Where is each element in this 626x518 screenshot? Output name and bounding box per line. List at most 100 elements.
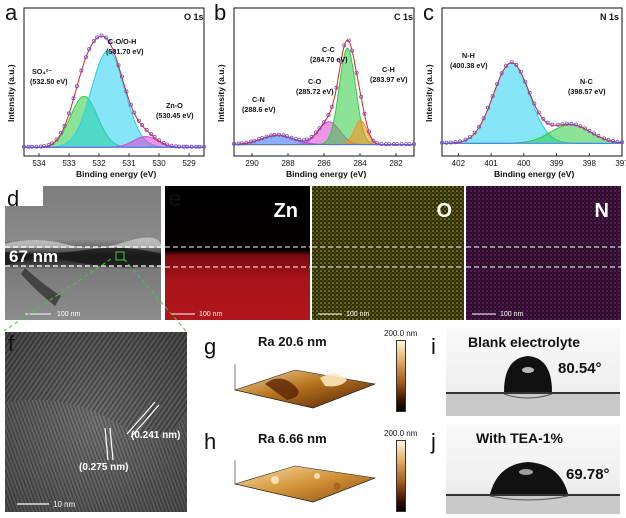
scale-bar-label: 100 nm bbox=[346, 311, 370, 318]
component-fill bbox=[24, 96, 204, 148]
data-point bbox=[136, 118, 141, 123]
data-point bbox=[252, 138, 257, 143]
data-point bbox=[481, 116, 486, 121]
data-point bbox=[366, 129, 371, 134]
component-fill bbox=[234, 135, 414, 145]
panel-label-f: f bbox=[8, 331, 15, 356]
data-point bbox=[231, 141, 236, 146]
panel-label-a: a bbox=[5, 0, 18, 25]
data-point bbox=[67, 111, 72, 116]
roughness-label: Ra 20.6 nm bbox=[258, 334, 327, 349]
annotation-label: C-O bbox=[308, 77, 322, 86]
x-axis-label: Binding energy (eV) bbox=[494, 169, 574, 179]
data-point bbox=[119, 74, 124, 79]
data-point bbox=[132, 110, 137, 115]
data-point bbox=[569, 121, 574, 126]
data-point bbox=[458, 139, 463, 144]
d-spacing-label: (0.275 nm) bbox=[79, 462, 129, 473]
chart-title: C 1s bbox=[394, 12, 413, 22]
data-point bbox=[374, 141, 379, 146]
data-point bbox=[444, 140, 449, 145]
data-point bbox=[128, 102, 133, 107]
data-point bbox=[95, 35, 100, 40]
data-point bbox=[518, 69, 523, 74]
x-tick-label: 286 bbox=[317, 159, 331, 168]
envelope-fit bbox=[441, 62, 623, 144]
data-point bbox=[169, 143, 174, 148]
data-point bbox=[164, 142, 169, 147]
data-point bbox=[504, 63, 509, 68]
data-point bbox=[499, 71, 504, 76]
data-point bbox=[362, 111, 367, 116]
afm-surface-h bbox=[233, 460, 377, 503]
contact-angle-image-j: With TEA-1% 69.78° bbox=[446, 424, 620, 514]
xps-n1s-chart: N 1s Intensity (a.u.) Binding energy (eV… bbox=[424, 7, 626, 179]
xps-c1s-chart: C 1s Intensity (a.u.) Binding energy (eV… bbox=[216, 7, 416, 179]
x-tick-label: 400 bbox=[517, 159, 531, 168]
afm-colorbar-g bbox=[396, 340, 406, 412]
x-tick-label: 533 bbox=[62, 159, 76, 168]
data-point bbox=[50, 141, 55, 146]
data-point bbox=[34, 144, 39, 149]
panel-label-e: e bbox=[169, 186, 182, 211]
scale-bar-label: 100 nm bbox=[500, 311, 524, 318]
data-point bbox=[326, 113, 331, 118]
data-point bbox=[606, 137, 611, 142]
data-point bbox=[149, 131, 154, 136]
annotation-value: (398.57 eV) bbox=[568, 87, 606, 96]
data-point bbox=[284, 134, 289, 139]
annotation-label: C-O/O-H bbox=[108, 37, 136, 46]
data-point bbox=[582, 126, 587, 131]
data-point bbox=[74, 84, 79, 89]
element-label-zn: Zn bbox=[273, 200, 298, 222]
data-point bbox=[615, 139, 620, 144]
data-point bbox=[277, 132, 282, 137]
data-point bbox=[527, 90, 532, 95]
data-point bbox=[346, 38, 351, 43]
x-axis-label: Binding energy (eV) bbox=[286, 169, 366, 179]
data-point bbox=[472, 130, 477, 135]
data-point bbox=[550, 122, 555, 127]
data-point bbox=[490, 94, 495, 99]
data-point bbox=[495, 82, 500, 87]
annotation-label: C-C bbox=[322, 45, 335, 54]
data-point bbox=[342, 43, 347, 48]
x-tick-label: 288 bbox=[281, 159, 295, 168]
scale-bar-label: 10 nm bbox=[53, 500, 76, 509]
element-label-o: O bbox=[436, 200, 452, 222]
colorbar-max-label: 200.0 nm bbox=[384, 329, 418, 338]
data-point bbox=[587, 128, 592, 133]
data-point bbox=[523, 79, 528, 84]
hrtem-image: 10 nm (0.241 nm) (0.275 nm) bbox=[5, 332, 187, 512]
data-point bbox=[201, 144, 206, 149]
data-point bbox=[486, 105, 491, 110]
data-point bbox=[317, 126, 322, 131]
data-point bbox=[59, 130, 64, 135]
data-point bbox=[359, 94, 364, 99]
component-fill bbox=[24, 50, 204, 148]
data-point bbox=[256, 137, 261, 142]
annotation-label: SO₄²⁻ bbox=[32, 67, 52, 76]
data-point bbox=[532, 101, 537, 106]
data-point bbox=[509, 60, 514, 65]
annotation-value: (284.70 eV) bbox=[310, 55, 348, 64]
data-point bbox=[289, 135, 294, 140]
data-point bbox=[112, 49, 117, 54]
data-point bbox=[305, 137, 310, 142]
data-point bbox=[87, 47, 92, 52]
d-spacing-label: (0.241 nm) bbox=[131, 430, 181, 441]
data-point bbox=[42, 144, 47, 149]
data-point bbox=[619, 140, 624, 145]
contact-angle-value: 69.78° bbox=[566, 466, 610, 483]
data-point bbox=[601, 136, 606, 141]
annotation-value: (532.50 eV) bbox=[30, 77, 68, 86]
data-point bbox=[439, 140, 444, 145]
data-point bbox=[314, 130, 319, 135]
data-point bbox=[573, 122, 578, 127]
data-point bbox=[104, 35, 109, 40]
roughness-label: Ra 6.66 nm bbox=[258, 431, 327, 446]
data-point bbox=[21, 144, 26, 149]
data-point bbox=[338, 59, 343, 64]
sample-title: Blank electrolyte bbox=[468, 334, 581, 350]
tem-overlay: 100 nm bbox=[5, 186, 161, 318]
